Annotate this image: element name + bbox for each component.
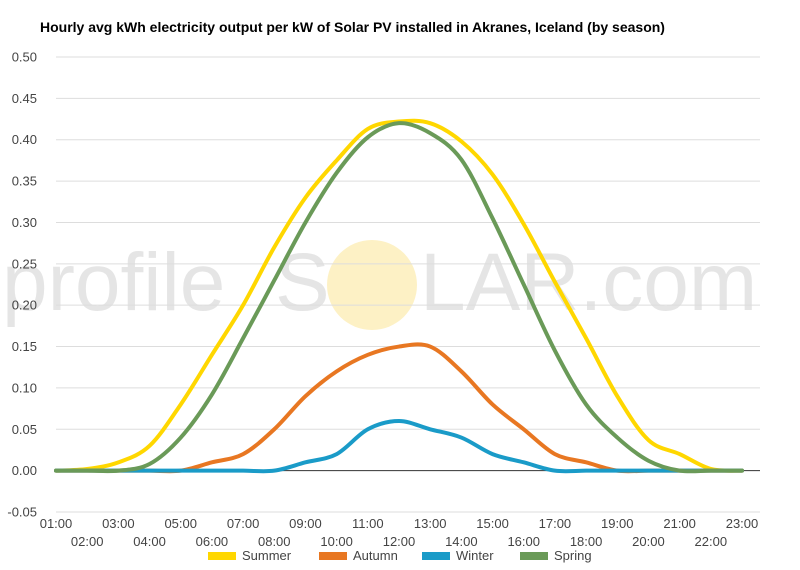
legend-item-spring[interactable]: Spring	[520, 548, 592, 563]
x-tick-label: 22:00	[695, 534, 728, 548]
x-tick-label: 20:00	[632, 534, 665, 548]
legend-item-winter[interactable]: Winter	[422, 548, 494, 563]
y-tick-label: 0.05	[12, 422, 37, 437]
legend: Summer Autumn Winter Spring	[0, 548, 800, 568]
x-tick-label: 10:00	[320, 534, 353, 548]
x-tick-label: 15:00	[476, 516, 509, 531]
x-tick-label: 18:00	[570, 534, 603, 548]
x-tick-label: 07:00	[227, 516, 260, 531]
x-axis: 01:00 02:00 03:00 04:00 05:00 06:00 07:00 08:00…	[40, 516, 759, 548]
x-tick-label: 12:00	[383, 534, 416, 548]
legend-swatch	[208, 551, 236, 560]
series-line-autumn	[54, 342, 744, 474]
x-tick-label: 04:00	[133, 534, 166, 548]
y-tick-label: 0.50	[12, 50, 37, 65]
watermark: profile S LAR.com	[2, 237, 757, 330]
x-tick-label: 03:00	[102, 516, 135, 531]
watermark-sun-icon	[327, 240, 417, 330]
y-tick-label: 0.45	[12, 91, 37, 106]
watermark-text-right: LAR.com	[420, 237, 757, 328]
series-lines	[54, 118, 744, 474]
x-tick-label: 08:00	[258, 534, 291, 548]
y-tick-label: 0.00	[12, 463, 37, 478]
y-tick-label: 0.40	[12, 132, 37, 147]
series-line-spring	[54, 121, 744, 474]
y-axis: -0.05 0.00 0.05 0.10 0.15 0.20 0.25 0.30 0.35 0.4…	[7, 50, 37, 520]
legend-item-summer[interactable]: Summer	[208, 548, 291, 563]
legend-swatch	[422, 551, 450, 560]
y-tick-label: 0.30	[12, 215, 37, 230]
x-tick-label: 21:00	[663, 516, 696, 531]
x-tick-label: 01:00	[40, 516, 73, 531]
plot-area: -0.05 0.00 0.05 0.10 0.15 0.20 0.25 0.30 0.35 0.4…	[7, 50, 760, 548]
watermark-text-left: profile	[2, 237, 225, 328]
x-tick-label: 19:00	[601, 516, 634, 531]
y-tick-label: 0.25	[12, 256, 37, 271]
y-tick-label: -0.05	[7, 505, 37, 520]
legend-label: Winter	[456, 548, 494, 563]
legend-swatch	[319, 551, 347, 560]
x-tick-label: 13:00	[414, 516, 447, 531]
chart-title: Hourly avg kWh electricity output per kW…	[40, 19, 665, 35]
y-tick-label: 0.10	[12, 380, 37, 395]
series-line-summer	[54, 118, 744, 473]
x-tick-label: 06:00	[196, 534, 229, 548]
legend-label: Spring	[554, 548, 592, 563]
x-tick-label: 11:00	[352, 516, 384, 531]
x-tick-label: 14:00	[445, 534, 478, 548]
legend-swatch	[520, 551, 548, 560]
series-line-winter	[54, 419, 744, 474]
x-tick-label: 09:00	[289, 516, 322, 531]
y-tick-label: 0.15	[12, 339, 37, 354]
x-tick-label: 05:00	[164, 516, 197, 531]
x-tick-label: 23:00	[726, 516, 759, 531]
y-tick-label: 0.20	[12, 298, 37, 313]
legend-label: Summer	[242, 548, 292, 563]
x-tick-label: 17:00	[539, 516, 572, 531]
x-tick-label: 16:00	[507, 534, 540, 548]
y-tick-label: 0.35	[12, 174, 37, 189]
watermark-text-middle: S	[275, 237, 330, 328]
x-tick-label: 02:00	[71, 534, 104, 548]
legend-item-autumn[interactable]: Autumn	[319, 548, 398, 563]
legend-label: Autumn	[353, 548, 398, 563]
